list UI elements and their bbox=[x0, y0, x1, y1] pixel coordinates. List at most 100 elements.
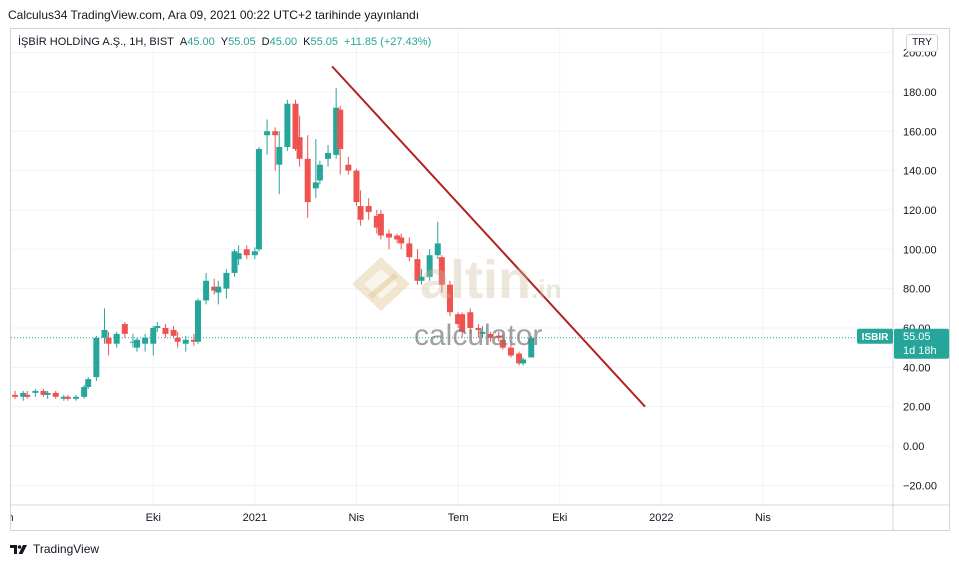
candle-body bbox=[325, 152, 332, 159]
candle-body bbox=[255, 148, 262, 250]
candle bbox=[129, 333, 136, 348]
x-tick-label: Eki bbox=[552, 512, 567, 524]
candle bbox=[516, 351, 523, 366]
y-tick-label: 80.00 bbox=[903, 284, 931, 296]
candle bbox=[426, 249, 433, 281]
candle bbox=[438, 255, 445, 293]
candle bbox=[394, 233, 401, 244]
candle-body bbox=[235, 253, 242, 260]
candle-body bbox=[398, 237, 405, 244]
candle-body bbox=[276, 147, 283, 165]
candle bbox=[365, 198, 372, 220]
candle-body bbox=[459, 314, 466, 332]
candle-body bbox=[333, 107, 340, 155]
x-tick-label: m bbox=[11, 512, 14, 524]
candle-body bbox=[231, 251, 238, 273]
candle bbox=[113, 331, 120, 348]
ticker-badge bbox=[857, 328, 893, 344]
candle-body bbox=[373, 215, 380, 228]
open-value: 45.00 bbox=[187, 36, 215, 48]
candle bbox=[475, 324, 482, 338]
candle-body bbox=[20, 392, 27, 397]
candle-body bbox=[170, 329, 177, 336]
candle-body bbox=[134, 339, 140, 348]
close-value: 55.05 bbox=[310, 36, 338, 48]
candle-body bbox=[40, 390, 47, 395]
candle-body bbox=[211, 286, 218, 291]
candle-body bbox=[520, 359, 527, 364]
candle bbox=[520, 357, 527, 366]
candle bbox=[134, 337, 140, 352]
candle-body bbox=[312, 182, 319, 189]
candle bbox=[215, 280, 222, 305]
tradingview-logo-icon[interactable] bbox=[10, 543, 28, 555]
candle-body bbox=[52, 392, 59, 397]
candle-body bbox=[190, 339, 197, 342]
candle bbox=[345, 156, 352, 175]
x-tick-label: Eki bbox=[146, 512, 161, 524]
candle-body bbox=[162, 327, 169, 334]
x-tick-label: 2021 bbox=[243, 512, 267, 524]
ticker-label: ISBIR bbox=[862, 332, 889, 343]
candle bbox=[52, 390, 59, 399]
candle bbox=[64, 394, 71, 401]
candle-body bbox=[24, 394, 31, 397]
candle bbox=[276, 131, 283, 195]
candle bbox=[499, 333, 506, 350]
candle-body bbox=[203, 280, 210, 301]
footer-brand[interactable]: TradingView bbox=[33, 542, 100, 556]
candle-body bbox=[406, 243, 413, 258]
x-tick-label: 2022 bbox=[649, 512, 673, 524]
candle bbox=[235, 245, 242, 266]
candle bbox=[414, 249, 421, 285]
candle-body bbox=[467, 312, 474, 328]
candle-body bbox=[223, 272, 230, 289]
candle bbox=[121, 322, 128, 338]
y-tick-label: 0.00 bbox=[903, 441, 924, 453]
y-tick-label: 40.00 bbox=[903, 362, 931, 374]
candle-body bbox=[516, 353, 523, 364]
candle-body bbox=[272, 131, 279, 136]
candle bbox=[337, 105, 344, 175]
last-price-badge bbox=[894, 328, 949, 359]
candle bbox=[325, 145, 332, 167]
candle bbox=[292, 99, 299, 151]
y-tick-label: 20.00 bbox=[903, 402, 931, 414]
candle-body bbox=[507, 347, 514, 356]
candle bbox=[105, 331, 112, 356]
candle bbox=[174, 331, 181, 348]
candle bbox=[459, 312, 466, 338]
countdown-label: 1d 18h bbox=[903, 345, 937, 357]
chart-frame: −20.000.0020.0040.0060.0080.00100.00120.… bbox=[10, 28, 950, 531]
candle-body bbox=[438, 257, 445, 285]
y-tick-label: −20.00 bbox=[903, 480, 937, 492]
y-tick-label: 160.00 bbox=[903, 126, 937, 138]
candle-body bbox=[243, 249, 250, 256]
price-chart[interactable]: −20.000.0020.0040.0060.0080.00100.00120.… bbox=[11, 29, 949, 530]
candle bbox=[203, 272, 210, 305]
currency-badge[interactable]: TRY bbox=[906, 34, 938, 52]
candle bbox=[406, 237, 413, 262]
trend-line bbox=[331, 65, 646, 408]
candle-body bbox=[121, 324, 128, 334]
candle-body bbox=[304, 158, 311, 203]
candle-body bbox=[357, 206, 364, 220]
candle bbox=[40, 388, 47, 397]
candle bbox=[333, 88, 340, 159]
candle-body bbox=[528, 337, 535, 358]
candle bbox=[142, 333, 149, 352]
candle-body bbox=[365, 206, 372, 212]
candle bbox=[170, 326, 177, 338]
candle bbox=[85, 377, 92, 389]
candle-body bbox=[44, 392, 51, 395]
candle bbox=[353, 168, 360, 207]
candle-body bbox=[32, 390, 39, 393]
high-value: 55.05 bbox=[228, 36, 256, 48]
candle bbox=[194, 298, 201, 344]
candle-body bbox=[85, 379, 92, 387]
candle bbox=[386, 229, 392, 250]
candle-body bbox=[434, 243, 441, 256]
candle bbox=[190, 333, 197, 346]
candle-body bbox=[142, 337, 149, 344]
candle bbox=[418, 268, 425, 285]
